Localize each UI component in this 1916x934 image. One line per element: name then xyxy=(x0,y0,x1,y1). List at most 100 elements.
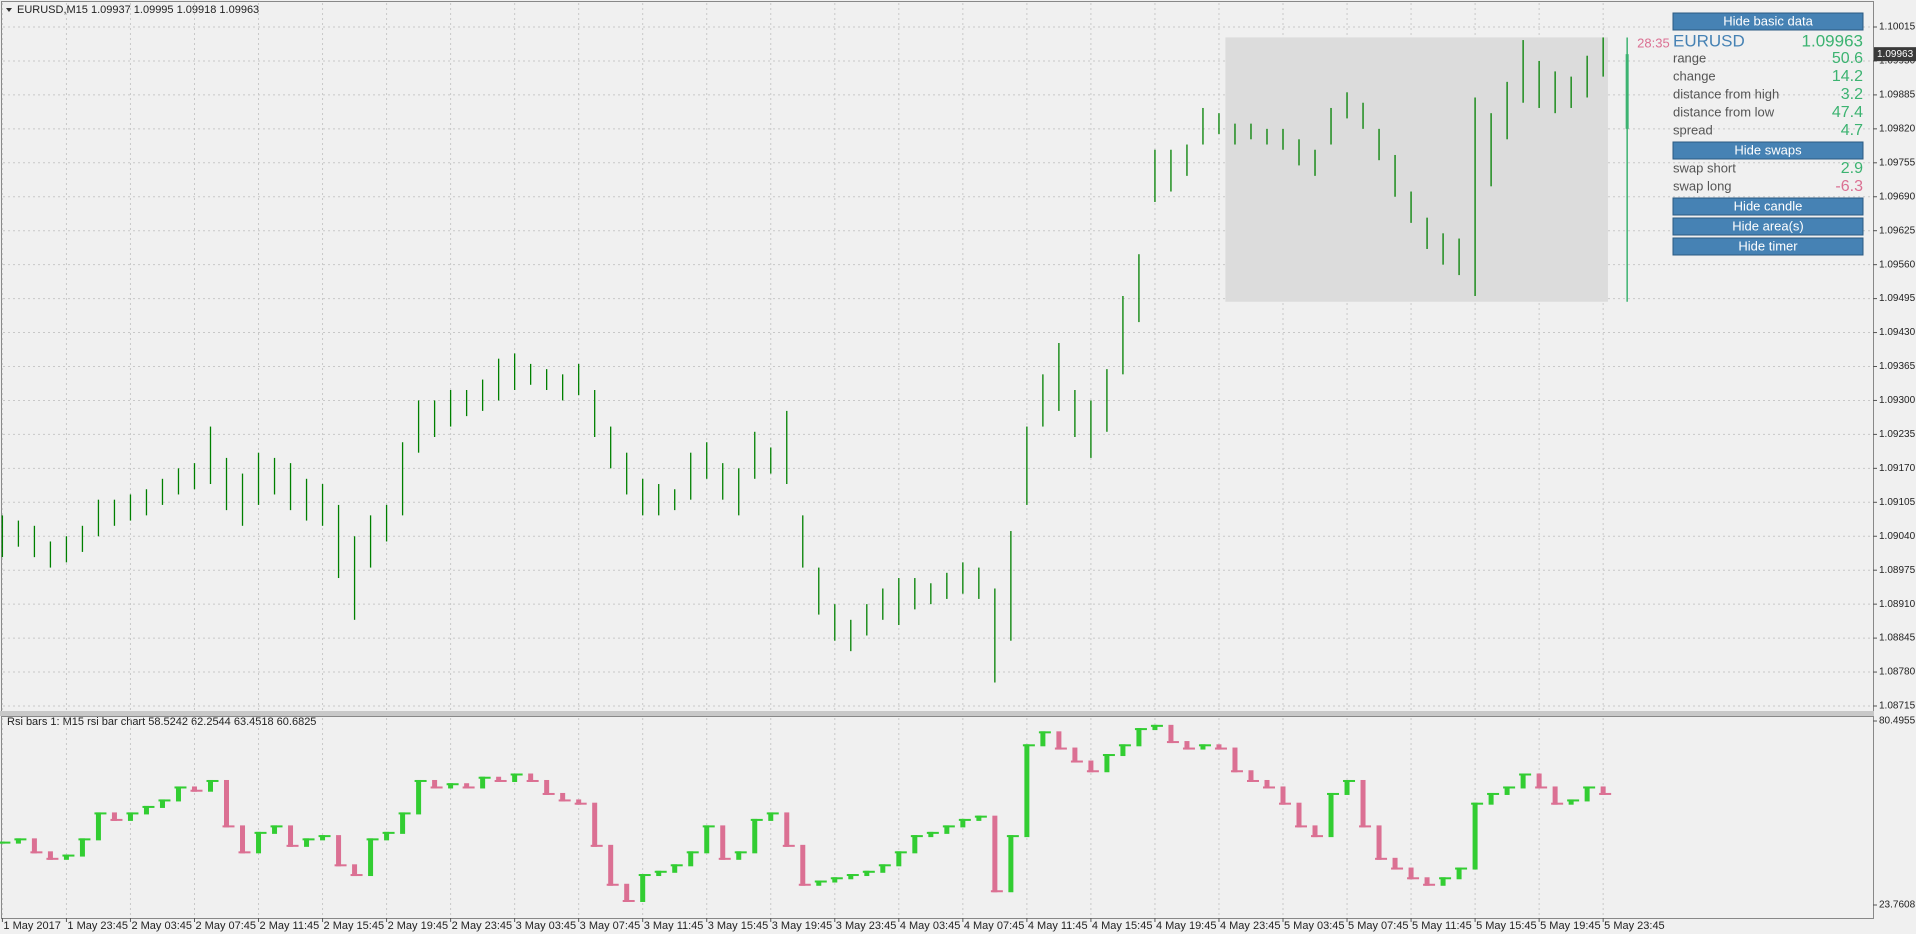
info-value: 47.4 xyxy=(1832,104,1863,121)
y-tick-label: 23.7608 xyxy=(1879,900,1916,911)
rsi-bar xyxy=(1264,779,1270,789)
menu-arrow[interactable] xyxy=(6,8,12,12)
rsi-bar xyxy=(464,783,470,789)
rsi-frame xyxy=(1,716,1874,919)
rsi-bar xyxy=(224,779,230,828)
rsi-bar xyxy=(800,844,806,886)
rsi-bar xyxy=(1504,786,1510,795)
button-label: Hide timer xyxy=(1738,238,1798,253)
rsi-bar xyxy=(175,786,181,802)
rsi-bar xyxy=(63,854,69,860)
rsi-bar xyxy=(1104,754,1110,773)
rsi-bar xyxy=(1312,825,1318,838)
panel-button[interactable]: Hide timer xyxy=(1672,237,1864,256)
rsi-bar xyxy=(960,818,966,828)
rsi-bar xyxy=(1568,799,1574,805)
panel-button[interactable]: Hide basic data xyxy=(1672,12,1864,31)
rsi-bar xyxy=(1488,792,1494,805)
rsi-bar xyxy=(1152,724,1158,731)
x-tick-label: 5 May 23:45 xyxy=(1604,920,1665,932)
button-face xyxy=(1672,217,1864,236)
button-label: Hide area(s) xyxy=(1732,218,1804,233)
rsi-bar xyxy=(448,783,454,789)
rsi-bar xyxy=(95,812,101,841)
rsi-bar xyxy=(336,835,342,867)
button-label: Hide candle xyxy=(1734,198,1803,213)
rsi-bar xyxy=(528,773,534,782)
button-face xyxy=(1672,197,1864,216)
current-price-label: 1.09963 xyxy=(1877,49,1914,60)
swap-label: swap long xyxy=(1673,178,1732,193)
chart-header: EURUSD,M15 1.09937 1.09995 1.09918 1.099… xyxy=(17,4,259,16)
y-tick-label: 1.08780 xyxy=(1879,667,1916,678)
panel-button[interactable]: Hide candle xyxy=(1672,197,1864,216)
info-label: distance from high xyxy=(1673,86,1779,101)
rsi-bar xyxy=(912,835,918,854)
x-tick-label: 2 May 19:45 xyxy=(388,920,449,932)
rsi-bar xyxy=(880,864,886,873)
x-tick-label: 5 May 19:45 xyxy=(1540,920,1601,932)
rsi-bar xyxy=(47,851,53,860)
rsi-bar xyxy=(784,812,790,847)
x-tick-label: 5 May 03:45 xyxy=(1284,920,1345,932)
rsi-bar xyxy=(127,812,133,821)
x-tick-label: 4 May 19:45 xyxy=(1156,920,1217,932)
rsi-bar xyxy=(1136,728,1142,747)
rsi-bar xyxy=(752,818,758,854)
x-tick-label: 4 May 07:45 xyxy=(964,920,1025,932)
x-tick-label: 2 May 11:45 xyxy=(260,920,320,932)
rsi-bar xyxy=(1472,802,1478,870)
symbol-name: EURUSD xyxy=(1673,31,1745,50)
y-tick-label: 1.09170 xyxy=(1879,463,1916,474)
rsi-bar xyxy=(1200,744,1206,750)
y-tick-label: 1.09755 xyxy=(1879,157,1916,168)
rsi-bar xyxy=(1424,877,1430,886)
x-tick-label: 4 May 03:45 xyxy=(900,920,961,932)
rsi-bar xyxy=(288,825,294,847)
rsi-bar xyxy=(704,825,710,854)
rsi-bar xyxy=(1296,802,1302,828)
rsi-bar xyxy=(416,779,422,815)
y-tick-label: 1.09040 xyxy=(1879,531,1916,542)
y-tick-label: 1.08715 xyxy=(1879,701,1916,712)
rsi-bar xyxy=(1072,747,1078,763)
rsi-bar xyxy=(1040,731,1046,747)
x-tick-label: 2 May 15:45 xyxy=(324,920,385,932)
x-tick-label: 3 May 23:45 xyxy=(836,920,897,932)
rsi-bar xyxy=(1184,741,1190,750)
swap-label: swap short xyxy=(1673,160,1736,175)
x-tick-label: 5 May 11:45 xyxy=(1412,920,1472,932)
x-tick-label: 3 May 19:45 xyxy=(772,920,833,932)
rsi-bar xyxy=(1552,786,1558,805)
range-area xyxy=(1225,37,1608,302)
rsi-bar xyxy=(1584,786,1590,802)
y-tick-label: 1.08910 xyxy=(1879,599,1916,610)
panel-separator xyxy=(0,711,1874,716)
panel-button[interactable]: Hide swaps xyxy=(1672,141,1864,160)
rsi-bar xyxy=(1536,773,1542,789)
rsi-bar xyxy=(1520,773,1526,789)
rsi-bar xyxy=(384,831,390,841)
rsi-bar xyxy=(272,825,278,834)
rsi-bar xyxy=(768,812,774,821)
rsi-bar xyxy=(1456,867,1462,880)
rsi-bar xyxy=(304,838,310,847)
candle-body xyxy=(1625,54,1629,129)
info-value: 14.2 xyxy=(1832,68,1863,85)
y-tick-label: 1.09430 xyxy=(1879,327,1916,338)
rsi-bar xyxy=(191,786,197,792)
rsi-bar xyxy=(1232,747,1238,773)
button-face xyxy=(1672,237,1864,256)
swap-value: 2.9 xyxy=(1841,160,1863,177)
rsi-bar xyxy=(1216,744,1222,750)
y-tick-label: 1.09625 xyxy=(1879,225,1916,236)
current-price-box xyxy=(1874,47,1916,62)
info-value: 3.2 xyxy=(1841,86,1863,103)
x-tick-label: 3 May 03:45 xyxy=(516,920,577,932)
info-label: distance from low xyxy=(1673,104,1775,119)
x-tick-label: 5 May 15:45 xyxy=(1476,920,1537,932)
panel-button[interactable]: Hide area(s) xyxy=(1672,217,1864,236)
x-tick-label: 3 May 07:45 xyxy=(580,920,641,932)
rsi-bar xyxy=(992,815,998,893)
